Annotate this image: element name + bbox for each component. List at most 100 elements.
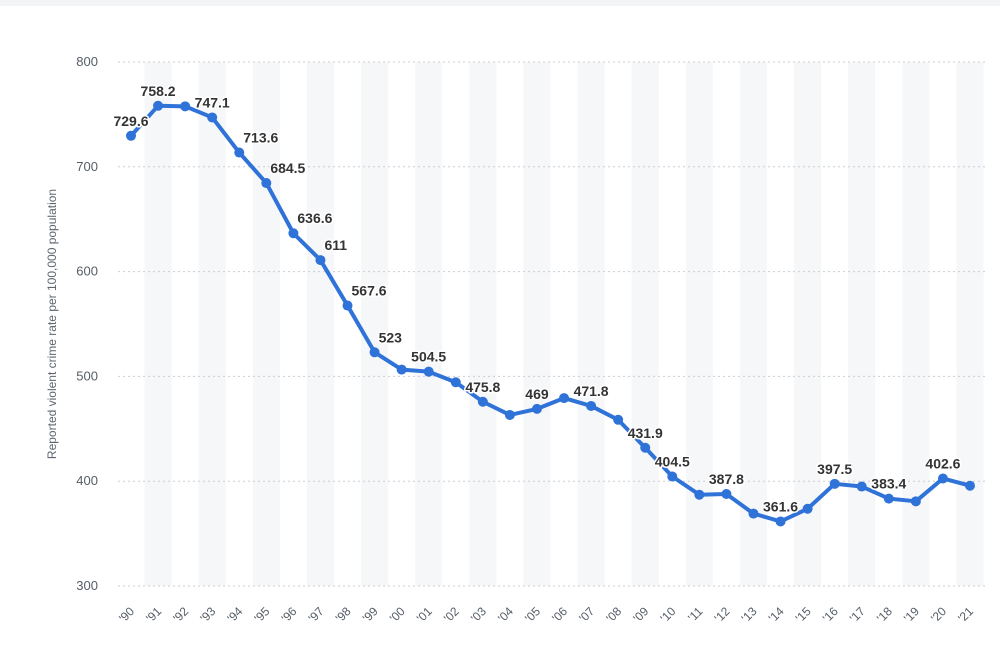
column-band: [144, 62, 172, 586]
data-point: [342, 300, 353, 311]
data-label: 611: [324, 237, 347, 253]
x-tick-label: '21: [955, 604, 976, 625]
x-tick-label: '12: [712, 604, 733, 625]
data-point: [396, 364, 407, 375]
data-label: 713.6: [243, 130, 278, 146]
x-tick-label: '14: [766, 604, 787, 625]
data-label: 636.6: [297, 210, 332, 226]
data-point: [126, 130, 136, 141]
x-tick-label: '92: [170, 604, 191, 625]
column-band: [631, 62, 659, 586]
data-point: [559, 393, 570, 404]
data-label: 431.9: [628, 425, 663, 441]
data-label: 361.6: [763, 498, 798, 514]
data-label: 758.2: [141, 83, 176, 99]
data-label: 387.8: [709, 471, 744, 487]
y-tick-label: 400: [76, 473, 98, 488]
data-point: [153, 100, 164, 111]
data-point: [937, 473, 948, 484]
data-label: 504.5: [411, 349, 446, 365]
x-tick-label: '97: [306, 604, 327, 625]
data-label: 567.6: [352, 283, 387, 299]
data-label: 475.8: [465, 379, 500, 395]
x-tick-label: '99: [360, 604, 381, 625]
data-point: [288, 228, 299, 239]
x-tick-label: '96: [279, 604, 300, 625]
x-tick-label: '15: [793, 604, 814, 625]
data-point: [775, 516, 786, 527]
data-label: 404.5: [655, 453, 690, 469]
data-point: [910, 496, 921, 507]
column-band: [198, 62, 226, 586]
data-point: [531, 403, 542, 414]
y-tick-label: 600: [76, 264, 98, 279]
data-point: [694, 489, 705, 500]
data-point: [504, 409, 515, 420]
data-point: [261, 178, 272, 189]
data-point: [369, 347, 380, 358]
data-point: [613, 414, 624, 425]
x-tick-label: '07: [576, 604, 597, 625]
data-point: [883, 493, 894, 504]
data-label: 471.8: [574, 383, 609, 399]
data-label: 523: [379, 329, 403, 345]
data-point: [477, 396, 488, 407]
x-tick-label: '04: [495, 604, 516, 625]
data-point: [180, 101, 191, 112]
x-tick-label: '20: [928, 604, 949, 625]
y-tick-label: 300: [76, 578, 98, 593]
x-tick-label: '08: [603, 604, 624, 625]
x-tick-label: '98: [333, 604, 354, 625]
column-band: [523, 62, 551, 586]
column-band: [577, 62, 605, 586]
data-point: [640, 442, 651, 453]
column-band: [252, 62, 280, 586]
x-tick-label: '03: [468, 604, 489, 625]
data-label: 383.4: [871, 476, 906, 492]
data-point: [802, 503, 813, 514]
column-band: [848, 62, 876, 586]
series-line: [129, 103, 972, 524]
top-strip: [0, 0, 1000, 6]
x-tick-label: '95: [251, 604, 272, 625]
x-tick-label: '18: [874, 604, 895, 625]
data-point: [234, 147, 245, 158]
data-label: 747.1: [195, 94, 230, 110]
column-band: [361, 62, 389, 586]
column-band: [415, 62, 443, 586]
x-tick-label: '16: [820, 604, 841, 625]
x-tick-label: '05: [522, 604, 543, 625]
data-point: [315, 255, 326, 266]
data-label: 397.5: [817, 461, 852, 477]
data-point: [829, 478, 840, 489]
data-point: [856, 481, 867, 492]
column-band: [685, 62, 713, 586]
x-tick-label: '02: [441, 604, 462, 625]
data-label: 729.6: [113, 113, 148, 129]
x-tick-label: '13: [739, 604, 760, 625]
y-tick-label: 800: [76, 54, 98, 69]
data-label: 684.5: [270, 160, 305, 176]
data-point: [965, 480, 975, 491]
column-band: [902, 62, 930, 586]
x-tick-label: '06: [549, 604, 570, 625]
x-tick-label: '94: [224, 604, 245, 625]
y-tick-label: 500: [76, 368, 98, 383]
data-point: [586, 400, 597, 411]
data-point: [207, 112, 218, 123]
data-point: [748, 508, 759, 519]
data-point: [721, 488, 732, 499]
x-tick-label: '10: [657, 604, 678, 625]
x-tick-label: '91: [143, 604, 164, 625]
x-tick-label: '19: [901, 604, 922, 625]
x-tick-label: '11: [685, 604, 706, 625]
x-tick-label: '93: [197, 604, 218, 625]
data-label: 469: [525, 386, 549, 402]
x-tick-label: '90: [116, 604, 137, 625]
column-band: [956, 62, 984, 586]
y-axis-title: Reported violent crime rate per 100,000 …: [45, 189, 59, 459]
column-band: [306, 62, 334, 586]
data-point: [423, 366, 434, 377]
x-tick-label: '17: [847, 604, 868, 625]
